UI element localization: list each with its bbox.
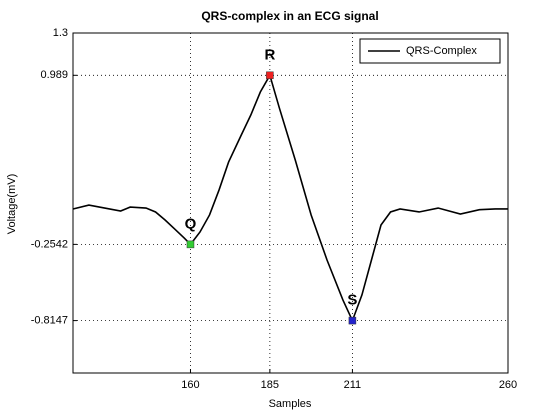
y-tick-label: 1.3 — [53, 27, 68, 39]
x-axis-label: Samples — [269, 398, 312, 410]
data-line — [72, 73, 508, 323]
y-tick-label: 0.989 — [40, 69, 68, 81]
plot-area — [72, 32, 509, 374]
point-marker — [348, 316, 357, 325]
y-axis-label: Voltage(mV) — [6, 174, 18, 235]
y-tick-label: -0.2542 — [31, 238, 68, 250]
point-label: R — [264, 46, 275, 63]
point-marker — [266, 71, 274, 80]
chart-title: QRS-complex in an ECG signal — [201, 9, 378, 23]
x-tick-label: 160 — [181, 379, 199, 391]
point-label: Q — [185, 215, 197, 232]
legend-label: QRS-Complex — [406, 45, 477, 57]
x-tick-label: 185 — [261, 379, 279, 391]
y-tick-label: -0.8147 — [31, 315, 68, 327]
x-tick-label: 211 — [344, 379, 362, 391]
point-label: S — [347, 292, 357, 309]
point-marker — [186, 240, 195, 249]
x-tick-label: 260 — [499, 379, 517, 391]
